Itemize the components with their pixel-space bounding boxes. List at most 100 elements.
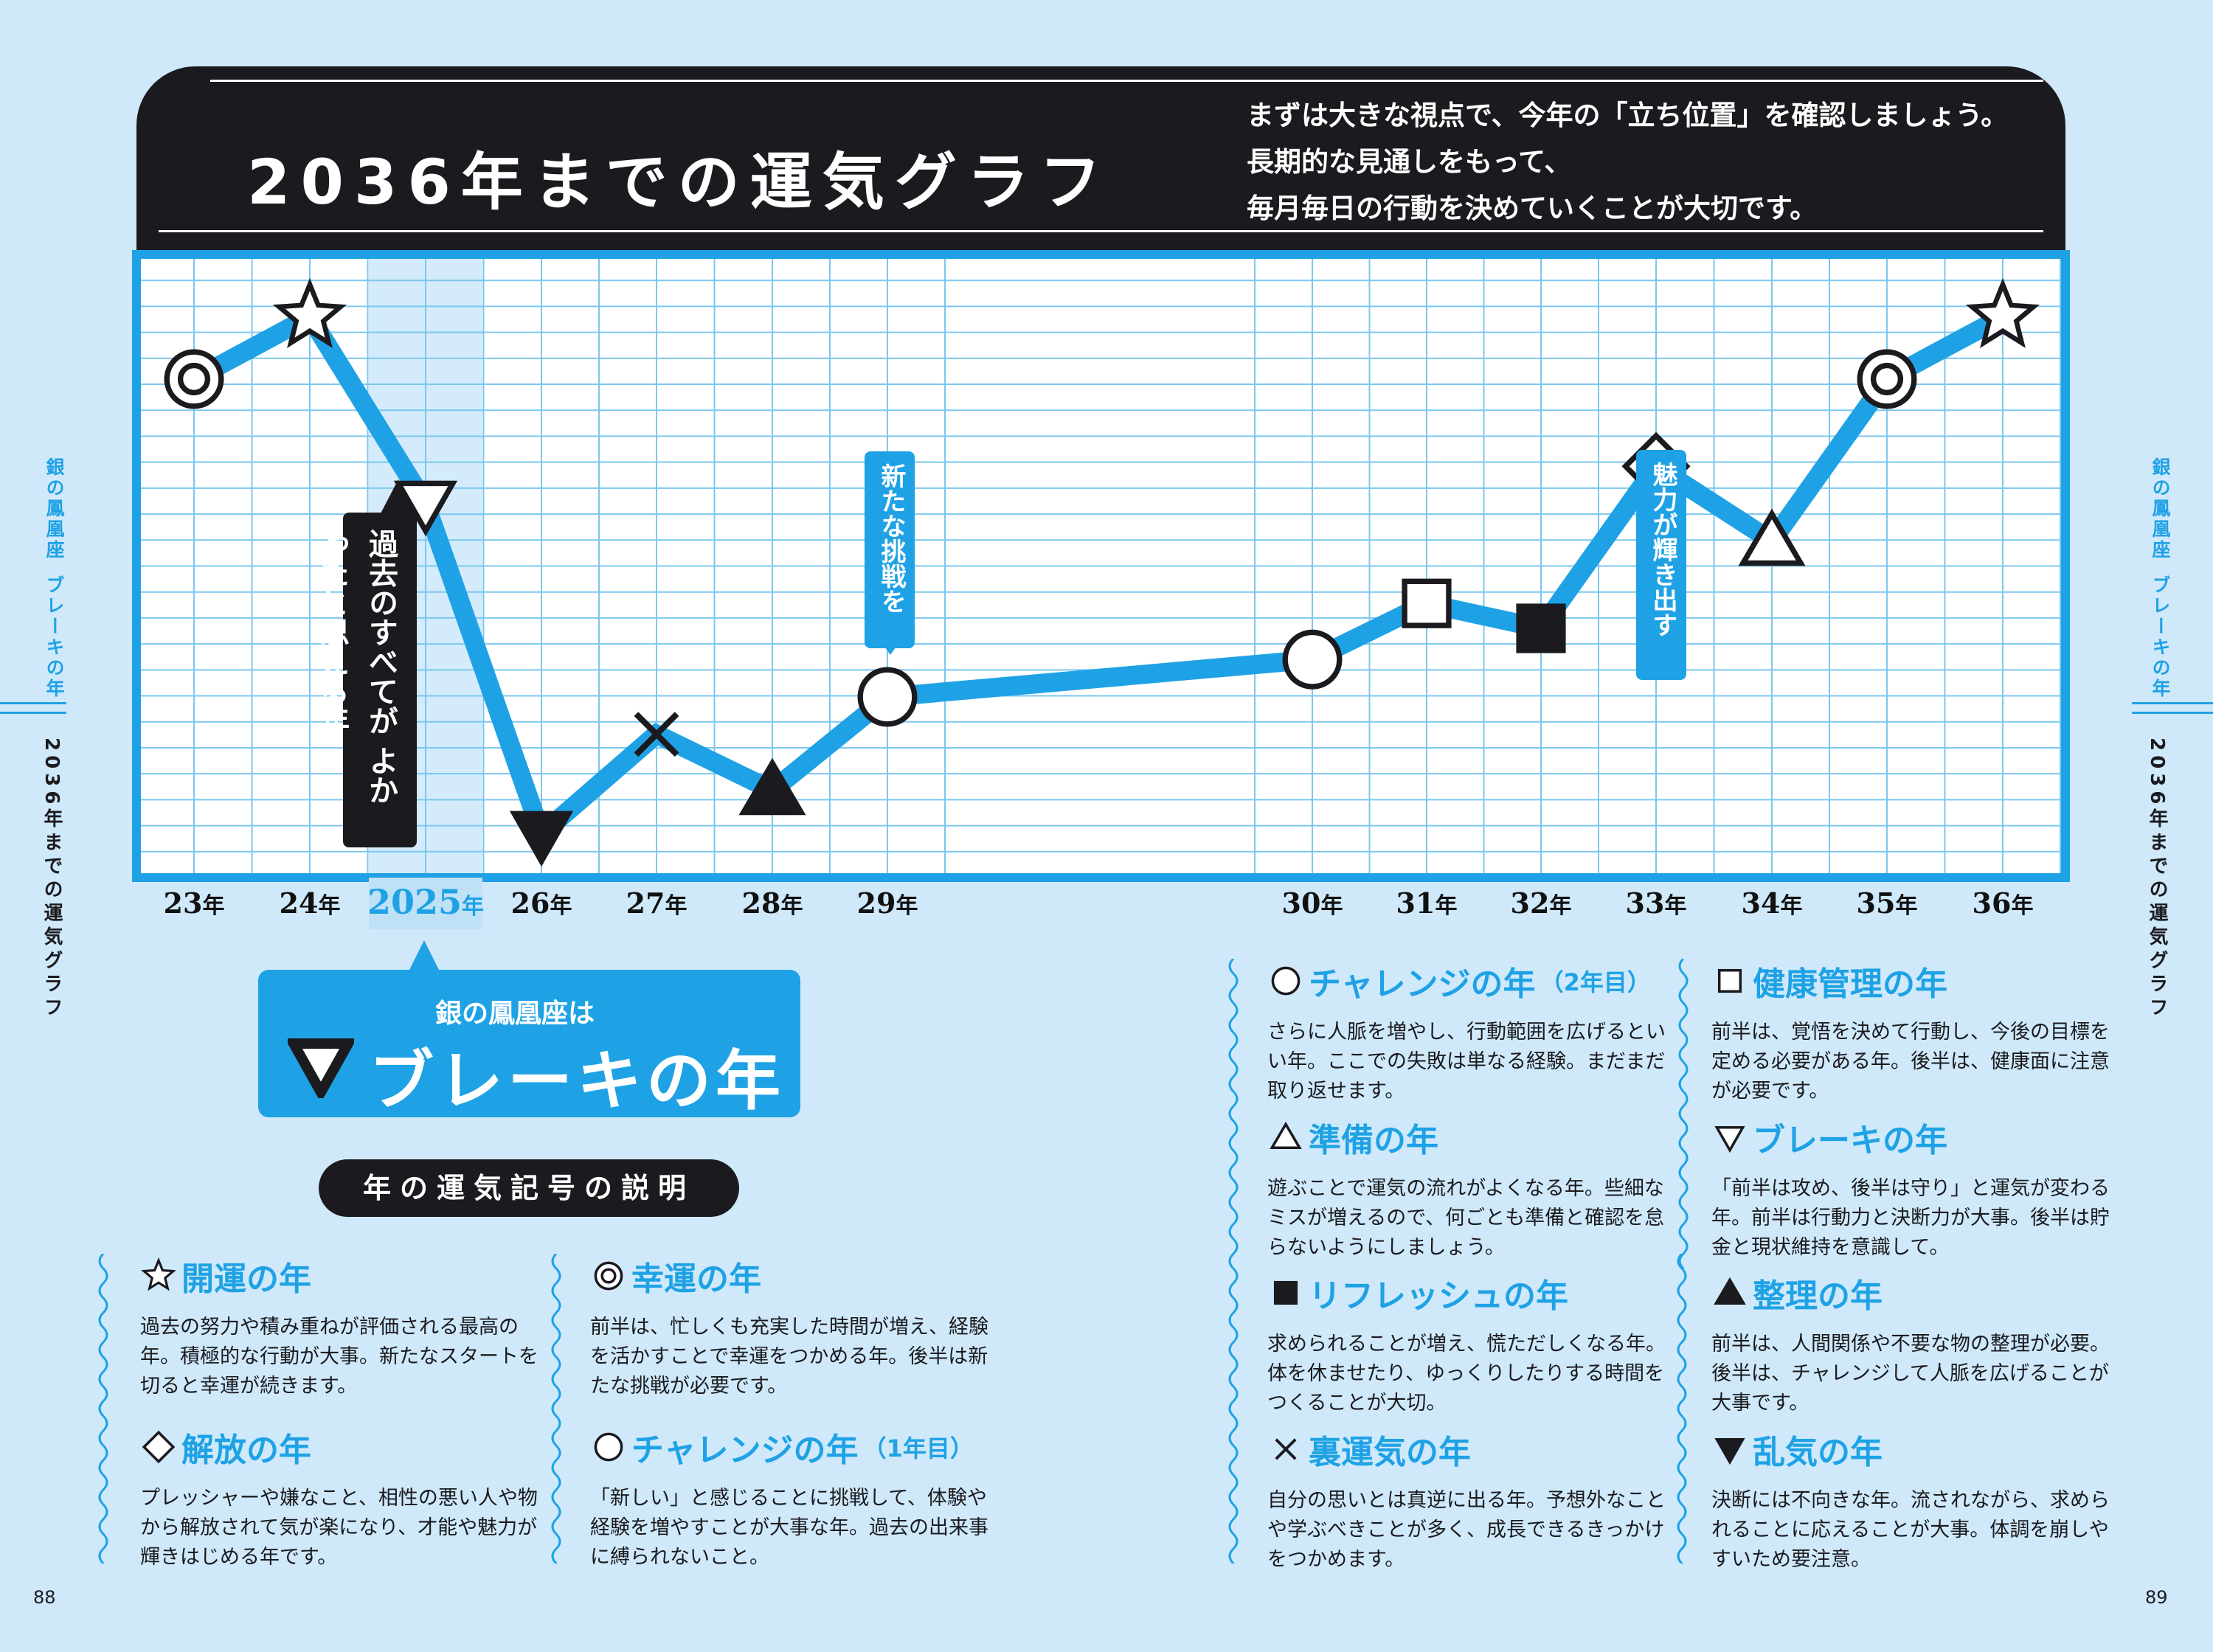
divider-wave bbox=[1228, 959, 1239, 1564]
legend-description: さらに人脈を増やし、行動範囲を広げるといい年。ここでの失敗は単なる経験。まだまだ… bbox=[1267, 1021, 1666, 1103]
data-point-26 bbox=[509, 811, 574, 867]
legend-heading: チャレンジの年 （1年目） bbox=[590, 1425, 988, 1469]
x-tick-label: 26年 bbox=[511, 886, 572, 920]
legend-title-text: 整理の年 bbox=[1753, 1277, 1883, 1315]
legend-entry: 解放の年プレッシャーや嫌なこと、相性の悪い人や物から解放されて気が楽になり、才能… bbox=[140, 1425, 538, 1572]
x-tick-suffix: 年 bbox=[665, 893, 688, 919]
side-rule bbox=[2132, 702, 2213, 704]
circle-icon bbox=[594, 1432, 623, 1462]
data-point-24 bbox=[272, 277, 347, 349]
header-rule-top bbox=[210, 80, 2043, 82]
data-point-29 bbox=[857, 667, 918, 727]
square-outline-icon bbox=[1717, 968, 1742, 993]
legend-description: 前半は、覚悟を決めて行動し、今後の目標を定める必要がある年。後半は、健康面に注意… bbox=[1711, 1021, 2110, 1103]
legend-title-text: ブレーキの年 bbox=[1753, 1122, 1947, 1159]
x-tick-value: 32 bbox=[1510, 886, 1550, 920]
legend-description: 過去の努力や積み重ねが評価される最高の年。積極的な行動が大事。新たなスタートを切… bbox=[140, 1316, 538, 1398]
divider-wave bbox=[1678, 959, 1689, 1268]
side-rule bbox=[0, 702, 66, 704]
x-tick-suffix: 年 bbox=[1780, 893, 1803, 919]
annotation-pointer bbox=[380, 479, 417, 515]
legend-title-text: チャレンジの年 bbox=[1309, 965, 1536, 1003]
annotation-pointer bbox=[876, 634, 905, 655]
x-tick-value: 29 bbox=[856, 886, 896, 920]
legend-title-text: 健康管理の年 bbox=[1753, 965, 1947, 1003]
legend-title-text: 乱気の年 bbox=[1753, 1434, 1883, 1471]
legend-description: 遊ぶことで運気の流れがよくなる年。些細なミスが増えるので、何ごとも準備と確認を怠… bbox=[1267, 1177, 1665, 1259]
x-tick-label: 33年 bbox=[1626, 886, 1687, 920]
star-icon bbox=[141, 1257, 176, 1291]
data-point-34 bbox=[1738, 508, 1806, 566]
legend-title-suffix: （2年目） bbox=[1540, 968, 1651, 996]
circle-icon bbox=[1271, 966, 1301, 996]
current-year-box: 銀の鳳凰座は ブレーキの年 bbox=[258, 970, 800, 1119]
legend-heading: 乱気の年 bbox=[1711, 1427, 2110, 1471]
data-point-23 bbox=[164, 349, 224, 409]
legend-heading: 準備の年 bbox=[1267, 1115, 1666, 1159]
x-tick-suffix: 年 bbox=[896, 893, 918, 919]
x-tick-suffix: 年 bbox=[2011, 893, 2034, 919]
x-tick-suffix: 年 bbox=[1549, 893, 1572, 919]
x-tick-suffix: 年 bbox=[780, 893, 803, 919]
x-tick-label: 36年 bbox=[1973, 886, 2034, 920]
x-tick-suffix: 年 bbox=[462, 894, 485, 920]
data-point-32 bbox=[1516, 603, 1566, 653]
x-tick-suffix: 年 bbox=[1664, 893, 1687, 919]
double-circle-icon bbox=[594, 1261, 623, 1291]
page-title: 2036年までの運気グラフ bbox=[247, 146, 1112, 218]
legend-description: 決断には不向きな年。流されながら、求められることに応えることが大事。体調を崩しや… bbox=[1711, 1489, 2110, 1571]
brake-pointer bbox=[409, 940, 439, 970]
data-point-31 bbox=[1402, 578, 1452, 628]
legend-title-text: 幸運の年 bbox=[631, 1260, 761, 1298]
annotation-text: 新たな挑戦を bbox=[876, 463, 906, 614]
side-label-left-top: 銀の鳳凰座 bbox=[44, 457, 65, 560]
legend-description: プレッシャーや嫌なこと、相性の悪い人や物から解放されて気が楽になり、才能や魅力が… bbox=[140, 1487, 538, 1569]
divider-wave bbox=[551, 1254, 561, 1564]
legend-entry: 整理の年 前半は、人間関係や不要な物の整理が必要。後半は、チャレンジして人脈を広げ… bbox=[1711, 1271, 2110, 1418]
cross-icon bbox=[1275, 1438, 1297, 1460]
legend-entry: ブレーキの年 「前半は攻め、後半は守り」と運気が変わる年。前半は行動力と決断力が大… bbox=[1711, 1115, 2110, 1263]
x-tick-value: 35 bbox=[1856, 886, 1896, 920]
annotation-text: 魅力が輝き出す bbox=[1648, 462, 1677, 637]
legend-entry: チャレンジの年 （2年目） さらに人脈を増やし、行動範囲を広げるといい年。ここでの失… bbox=[1267, 959, 1666, 1106]
x-tick-label: 32年 bbox=[1511, 886, 1572, 920]
annotation-29: 新たな挑戦を bbox=[865, 451, 915, 648]
x-tick-value: 30 bbox=[1281, 886, 1321, 920]
x-tick-value: 36 bbox=[1972, 886, 2012, 920]
diamond-icon bbox=[142, 1430, 176, 1464]
legend-title-text: リフレッシュの年 bbox=[1309, 1277, 1568, 1315]
annotation-2025: 過去のすべてが よかったと思える年 bbox=[315, 513, 417, 847]
side-label-left-bottom: 2036年までの運気グラフ bbox=[41, 738, 63, 1021]
legend-title-suffix: （1年目） bbox=[862, 1434, 974, 1462]
header-rule-bottom bbox=[159, 230, 2043, 232]
divider-wave bbox=[98, 1254, 108, 1564]
legend-heading: 開運の年 bbox=[140, 1254, 538, 1298]
legend-heading: 裏運気の年 bbox=[1267, 1427, 1666, 1471]
x-tick-value: 27 bbox=[626, 886, 665, 920]
down-triangle-outline-icon bbox=[288, 1038, 354, 1098]
legend-entry: 開運の年過去の努力や積み重ねが評価される最高の年。積極的な行動が大事。新たなスタ… bbox=[140, 1254, 538, 1401]
fortune-chart bbox=[132, 250, 2070, 929]
square-filled-icon bbox=[1273, 1280, 1298, 1305]
legend-heading: 解放の年 bbox=[140, 1425, 538, 1469]
annotation-33: 魅力が輝き出す bbox=[1636, 450, 1686, 680]
data-point-27 bbox=[634, 712, 679, 757]
x-tick-value: 28 bbox=[741, 886, 781, 920]
x-tick-value: 24 bbox=[279, 886, 319, 920]
x-tick-label: 29年 bbox=[857, 886, 918, 920]
data-point-28 bbox=[738, 757, 806, 816]
annotation-text: 過去のすべてが よかったと思える年 bbox=[315, 529, 398, 805]
side-label-left-mid: ブレーキの年 bbox=[44, 575, 65, 699]
x-tick-suffix: 年 bbox=[550, 893, 572, 919]
legend-title-text: 解放の年 bbox=[181, 1431, 311, 1469]
x-tick-label: 27年 bbox=[626, 886, 688, 920]
up-triangle-filled-icon bbox=[1714, 1277, 1746, 1305]
x-tick-label: 35年 bbox=[1857, 886, 1918, 920]
legend-heading: 健康管理の年 bbox=[1711, 959, 2110, 1003]
current-year-main: ブレーキの年 bbox=[369, 1043, 786, 1119]
legend-title-text: 開運の年 bbox=[181, 1260, 311, 1298]
intro-line: まずは大きな視点で、今年の「立ち位置」を確認しましょう。 bbox=[1247, 100, 2009, 131]
data-point-36 bbox=[1965, 277, 2040, 349]
x-tick-value: 34 bbox=[1741, 886, 1781, 920]
x-tick-label: 34年 bbox=[1742, 886, 1803, 920]
